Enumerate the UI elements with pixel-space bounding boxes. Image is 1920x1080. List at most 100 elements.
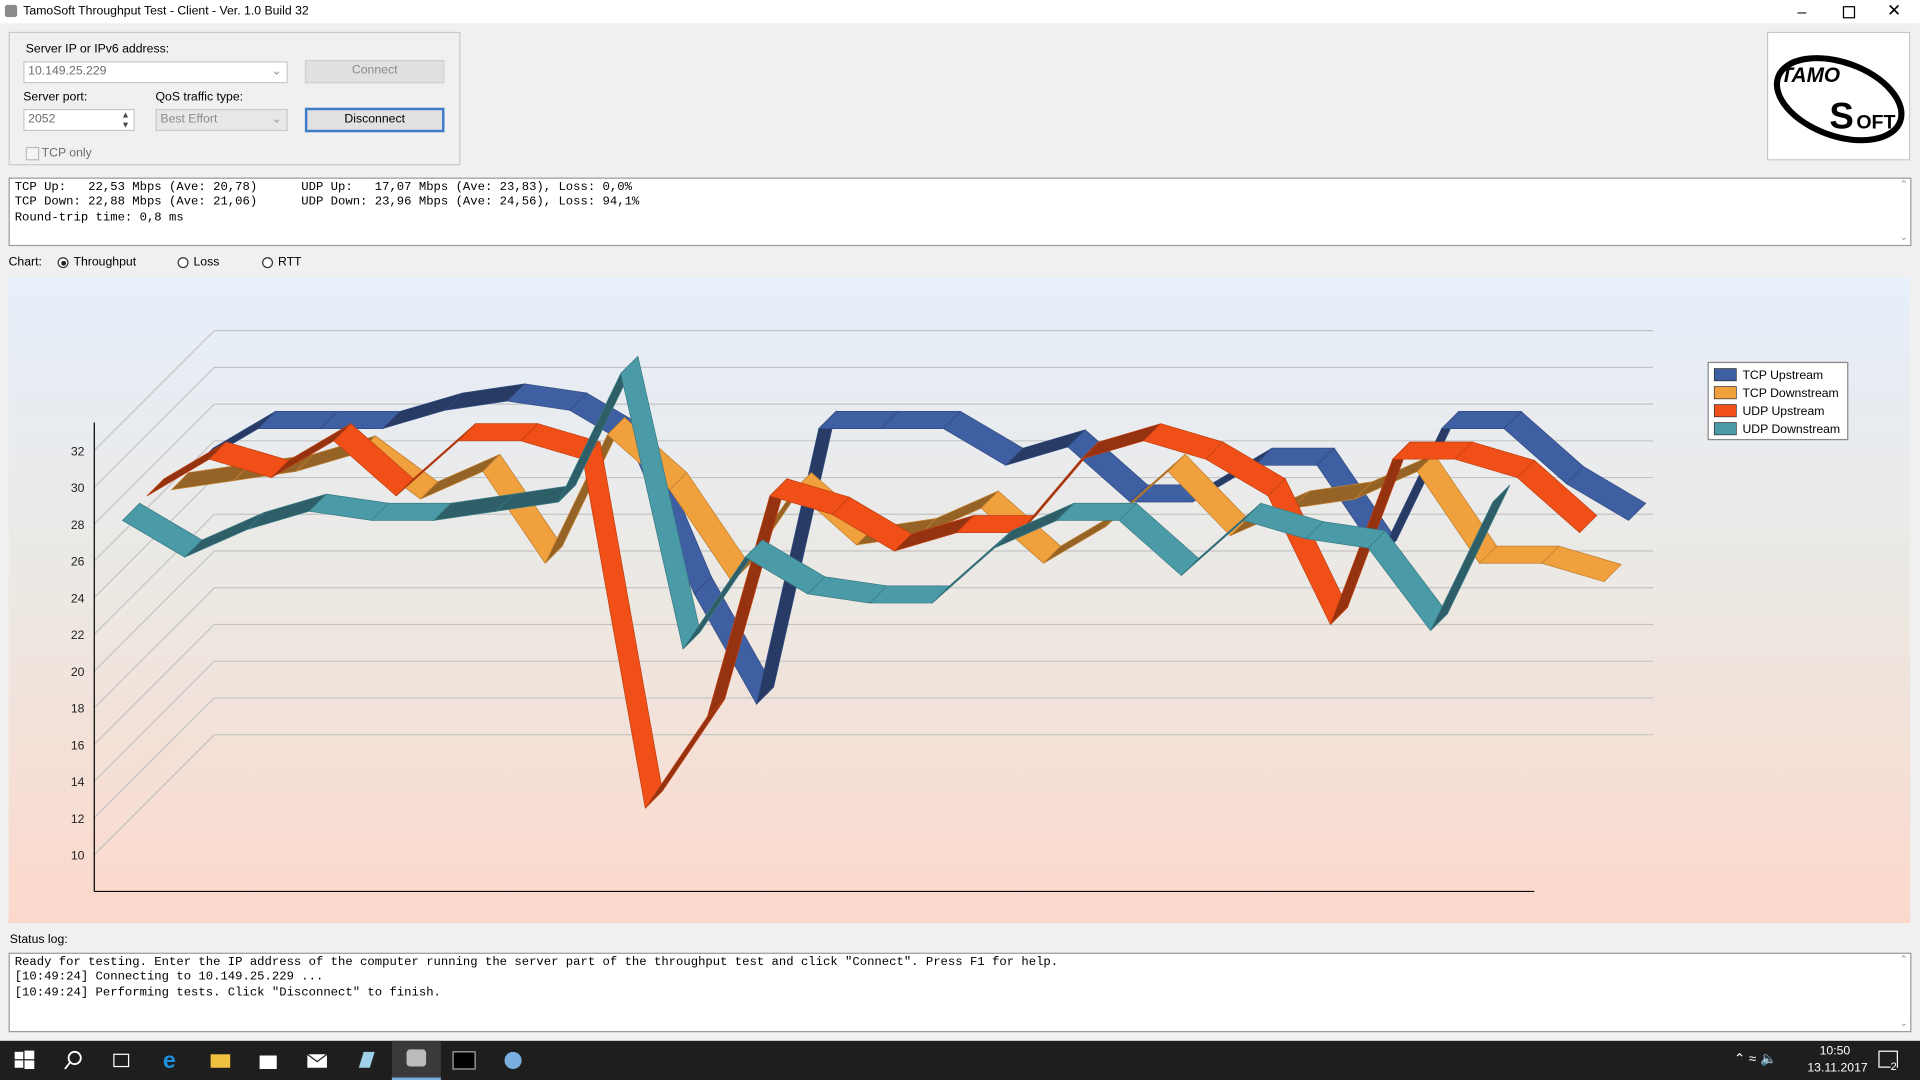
ribbon-segment [1430, 484, 1511, 631]
log-line: [10:49:24] Performing tests. Click "Disc… [14, 986, 441, 1001]
window-title: TamoSoft Throughput Test - Client - Ver.… [23, 4, 309, 19]
y-tick-label: 26 [71, 555, 85, 569]
logo: TAMO S OFT [1773, 55, 1905, 144]
legend-label: UDP Downstream [1742, 422, 1840, 436]
grid-line [93, 330, 215, 452]
logo-box: TAMO S OFT [1766, 31, 1911, 161]
radio-button[interactable] [177, 257, 189, 269]
y-tick-label: 22 [71, 628, 85, 642]
status-log-label: Status log: [9, 933, 68, 947]
scroll-up[interactable]: ⌃ [1899, 953, 1908, 965]
connection-group [8, 31, 461, 166]
restore-button[interactable] [1842, 6, 1856, 19]
logo-s: S [1829, 96, 1853, 137]
log-line: [10:49:24] Connecting to 10.149.25.229 .… [14, 971, 324, 985]
legend-swatch [1713, 368, 1737, 382]
start-button[interactable] [12, 1048, 36, 1072]
server-combo[interactable]: 10.149.25.229 ⌄ [23, 61, 288, 84]
radio-button[interactable] [57, 257, 69, 269]
y-tick-label: 20 [71, 665, 85, 679]
taskbar [0, 1040, 1920, 1080]
scroll-up[interactable]: ⌃ [1899, 178, 1908, 190]
minimize-button[interactable]: – [1797, 2, 1807, 21]
notification-count: 2 [1890, 1060, 1897, 1073]
radio-button[interactable] [262, 257, 274, 269]
stats-box: TCP Up: 22,53 Mbps (Ave: 20,78) UDP Up: … [8, 177, 1912, 247]
chart-background [8, 277, 1911, 924]
tray-icons[interactable]: ⌃ ≈ 🔈 [1733, 1051, 1777, 1067]
tcp-only-label: TCP only [41, 146, 92, 161]
app-icon-2[interactable] [501, 1048, 525, 1072]
grid-line [93, 660, 215, 782]
ribbon-segment [1565, 466, 1647, 521]
app-icon [4, 4, 18, 18]
y-tick-label: 28 [71, 518, 85, 532]
logo-text-bottom: OFT [1856, 112, 1895, 134]
grid-line [93, 513, 215, 635]
y-tick-label: 10 [71, 849, 85, 863]
radio-label[interactable]: Loss [193, 255, 220, 270]
ribbon-segment [1516, 459, 1598, 534]
active-app-tab[interactable] [391, 1040, 441, 1080]
clock-time[interactable]: 10:50 [1819, 1044, 1851, 1058]
grid-line [93, 366, 215, 488]
port-value: 2052 [28, 112, 56, 127]
stats-line: TCP Up: 22,53 Mbps (Ave: 20,78) UDP Up: … [14, 181, 632, 195]
grid-line [93, 697, 215, 819]
port-label: Server port: [23, 90, 88, 105]
ribbon-segment [1541, 545, 1622, 583]
app-icon-1[interactable] [354, 1048, 378, 1072]
y-tick-label: 18 [71, 702, 85, 716]
mail-icon[interactable] [305, 1048, 329, 1072]
scroll-down[interactable]: ⌄ [1899, 1017, 1908, 1029]
y-tick-label: 24 [71, 591, 85, 605]
tcp-only-checkbox[interactable] [25, 146, 40, 161]
grid-line [93, 550, 215, 672]
clock-date[interactable]: 13.11.2017 [1807, 1061, 1868, 1076]
legend-swatch [1713, 386, 1737, 400]
server-label: Server IP or IPv6 address: [25, 42, 170, 57]
grid-line [93, 587, 215, 709]
terminal-icon[interactable] [452, 1048, 476, 1072]
qos-label: QoS traffic type: [155, 90, 244, 105]
svg-text:e: e [163, 1048, 176, 1072]
grid-line [93, 734, 215, 856]
stats-line: Round-trip time: 0,8 ms [14, 211, 184, 226]
search-button[interactable] [61, 1048, 85, 1072]
radio-label[interactable]: Throughput [73, 255, 137, 270]
close-button[interactable]: ✕ [1886, 0, 1902, 20]
qos-combo[interactable]: Best Effort ⌄ [155, 108, 288, 132]
qos-value: Best Effort [160, 112, 218, 127]
radio-label[interactable]: RTT [277, 255, 302, 270]
connect-button[interactable]: Connect [304, 60, 445, 84]
y-tick-label: 12 [71, 812, 85, 826]
store-icon[interactable] [256, 1048, 280, 1072]
legend-label: TCP Upstream [1742, 368, 1823, 382]
stats-line: TCP Down: 22,88 Mbps (Ave: 21,06) UDP Do… [14, 196, 640, 210]
y-tick-label: 30 [71, 481, 85, 495]
y-tick-label: 16 [71, 738, 85, 752]
task-view-button[interactable] [109, 1048, 133, 1072]
disconnect-button[interactable]: Disconnect [304, 107, 445, 133]
chart: 10 12 14 16 18 20 22 24 26 28 30 32 TCP Upstream TCP … [8, 277, 1911, 924]
port-spinner[interactable]: 2052 ▲ ▼ [23, 108, 135, 132]
y-tick-label: 14 [71, 775, 85, 789]
explorer-icon[interactable] [208, 1048, 232, 1072]
scroll-down[interactable]: ⌄ [1899, 231, 1908, 243]
legend-label: TCP Downstream [1742, 386, 1838, 400]
grid-line [93, 624, 215, 745]
log-line: Ready for testing. Enter the IP address … [14, 956, 1059, 970]
status-log-box: Ready for testing. Enter the IP address … [8, 952, 1912, 1033]
chart-selector-label: Chart: [8, 255, 42, 270]
legend-swatch [1713, 422, 1737, 436]
logo-ring [1773, 55, 1905, 144]
edge-icon[interactable]: e [159, 1047, 183, 1073]
grid-line [93, 403, 215, 525]
server-value: 10.149.25.229 [28, 64, 107, 79]
logo-text-top: TAMO [1780, 64, 1840, 87]
title-bar: TamoSoft Throughput Test - Client - Ver.… [0, 0, 1920, 24]
legend-swatch [1713, 404, 1737, 418]
legend-label: UDP Upstream [1742, 404, 1824, 418]
notification-center[interactable] [1878, 1050, 1898, 1068]
